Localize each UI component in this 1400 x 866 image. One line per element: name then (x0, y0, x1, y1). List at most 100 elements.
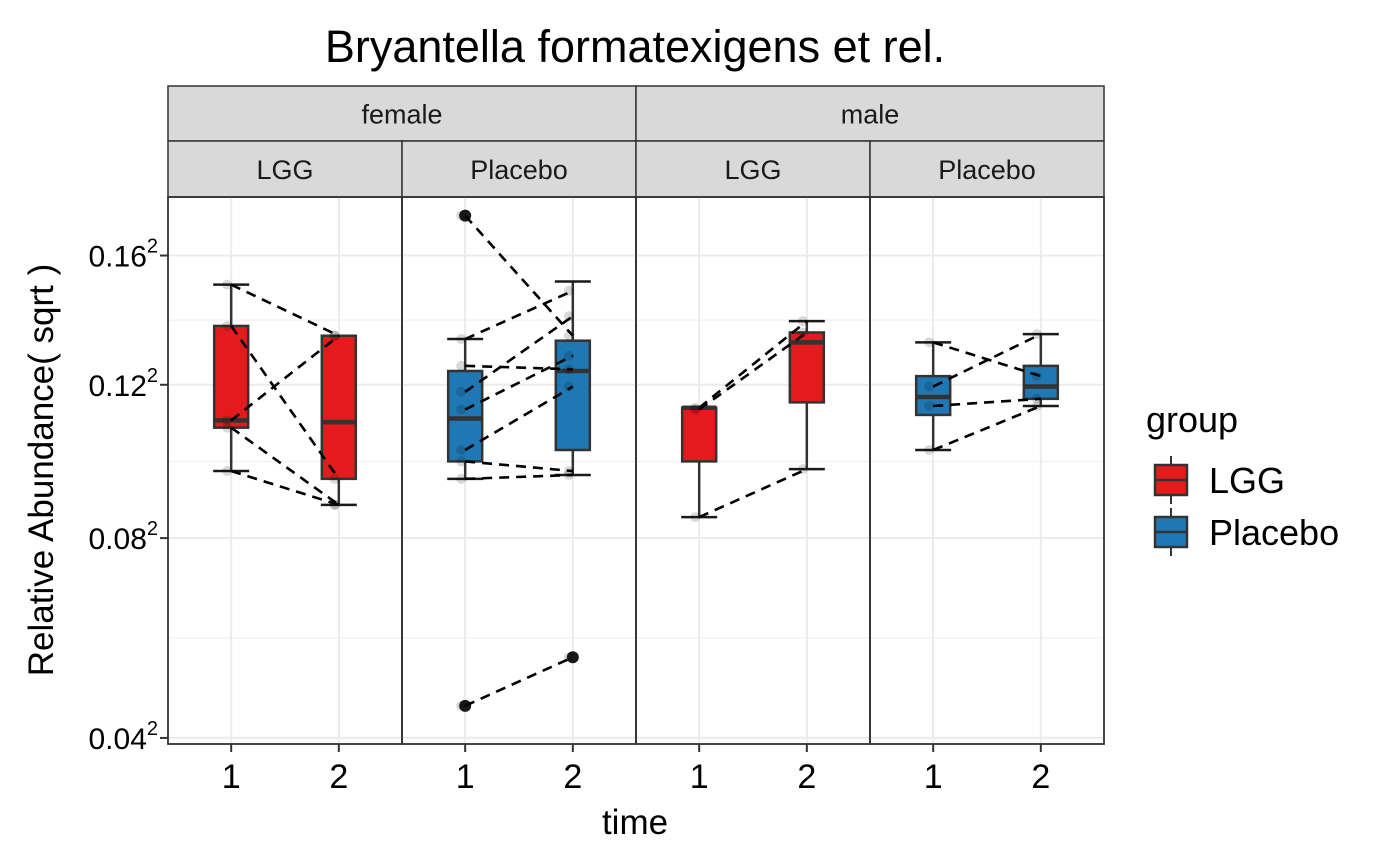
box-male-Placebo-t2 (1022, 332, 1060, 408)
x-axis: 1 2 1 2 1 2 1 2 (222, 744, 1050, 796)
sample-point (456, 386, 467, 397)
sample-point (456, 456, 467, 467)
paired-line (465, 473, 573, 481)
x-tick-label: 1 (456, 758, 475, 796)
facet-panel-1 (401, 196, 637, 745)
sample-point (456, 700, 467, 711)
x-tick-label: 2 (563, 758, 582, 796)
x-tick-label: 2 (329, 758, 348, 796)
paired-line (464, 354, 574, 411)
sample-point (456, 473, 467, 484)
x-tick-label: 1 (690, 758, 709, 796)
sample-point (329, 330, 340, 341)
x-tick-label: 1 (222, 758, 241, 796)
strip-sub-0 (167, 140, 403, 198)
sample-point (222, 320, 233, 331)
outlier-point (566, 651, 579, 664)
paired-line (465, 460, 573, 473)
sample-point (456, 210, 467, 221)
sample-point (924, 400, 935, 411)
sample-point (690, 402, 701, 413)
box-female-LGG-t2 (320, 334, 358, 507)
sample-point (222, 415, 233, 426)
paired-line (698, 320, 808, 409)
y-tick-base: 0.16 (88, 241, 146, 274)
paired-line (230, 334, 340, 422)
panel-border (401, 196, 637, 745)
sample-point (329, 473, 340, 484)
paired-line (932, 332, 1042, 388)
paired-line (932, 404, 1042, 452)
panel-border (635, 196, 871, 745)
box-female-Placebo-t1 (446, 209, 484, 712)
paired-line (464, 656, 574, 708)
box-male-LGG-t2 (788, 319, 826, 471)
paired-line (464, 385, 574, 452)
strip-sub-3 (869, 140, 1105, 198)
strip-sub-label: LGG (724, 155, 781, 185)
y-tick-exponent: 2 (147, 365, 158, 387)
sample-point (690, 404, 701, 415)
sample-point (222, 422, 233, 433)
sample-point (563, 350, 574, 361)
paired-line (464, 315, 574, 393)
paired-line (464, 214, 574, 337)
y-tick-label: 0.042 (88, 718, 158, 756)
sample-point (924, 444, 935, 455)
x-tick-label: 1 (924, 758, 943, 796)
paired-line (933, 397, 1041, 408)
paired-line (230, 426, 340, 506)
y-tick-exponent: 2 (147, 518, 158, 540)
y-tick-exponent: 2 (147, 718, 158, 740)
paired-line (230, 469, 340, 507)
box-iqr (1022, 364, 1060, 401)
paired-line (230, 325, 340, 480)
y-tick-base: 0.12 (88, 370, 146, 403)
strip-sub-label: Placebo (470, 155, 568, 185)
y-tick-label: 0.162 (88, 236, 158, 274)
facet-panel-3 (869, 196, 1105, 745)
sample-point (456, 404, 467, 415)
strip-top-label: male (841, 100, 900, 130)
y-tick-exponent: 2 (147, 236, 158, 258)
strip-top-0 (167, 85, 637, 142)
legend-label: LGG (1209, 460, 1285, 501)
x-axis-title: time (602, 803, 668, 842)
y-axis-title: Relative Abundance( sqrt ) (22, 264, 61, 676)
facet-panel-0 (167, 196, 403, 745)
sample-point (924, 337, 935, 348)
legend-label: Placebo (1209, 512, 1339, 553)
paired-line (698, 331, 808, 411)
sample-point (797, 316, 808, 327)
box-iqr (680, 406, 718, 463)
sample-point (456, 444, 467, 455)
box-iqr (320, 334, 358, 481)
sample-point (924, 381, 935, 392)
chart-title: Bryantella formatexigens et rel. (325, 21, 945, 72)
x-tick-label: 2 (1031, 758, 1050, 796)
paired-line (464, 289, 574, 341)
legend-item-lgg: LGG (1153, 456, 1285, 504)
facet-panel-2 (635, 196, 871, 745)
y-tick-label: 0.122 (88, 365, 158, 403)
sample-point (690, 512, 701, 523)
y-tick-base: 0.08 (88, 523, 146, 556)
x-tick-label: 2 (797, 758, 816, 796)
strip-sub-label: Placebo (938, 155, 1036, 185)
sample-point (456, 334, 467, 345)
facet-strips: female male LGG Placebo LGG Placebo (167, 85, 1105, 198)
strip-sub-label: LGG (256, 155, 313, 185)
sample-point (222, 466, 233, 477)
paired-line (465, 364, 573, 371)
paired-line (698, 467, 808, 519)
facet-panels (167, 196, 1105, 745)
sample-point (797, 327, 808, 338)
y-tick-base: 0.04 (88, 723, 146, 756)
sample-point (222, 279, 233, 290)
legend-title: group (1146, 399, 1238, 440)
sample-point (456, 360, 467, 371)
panel-border (167, 196, 403, 745)
box-male-LGG-t1 (680, 405, 718, 519)
